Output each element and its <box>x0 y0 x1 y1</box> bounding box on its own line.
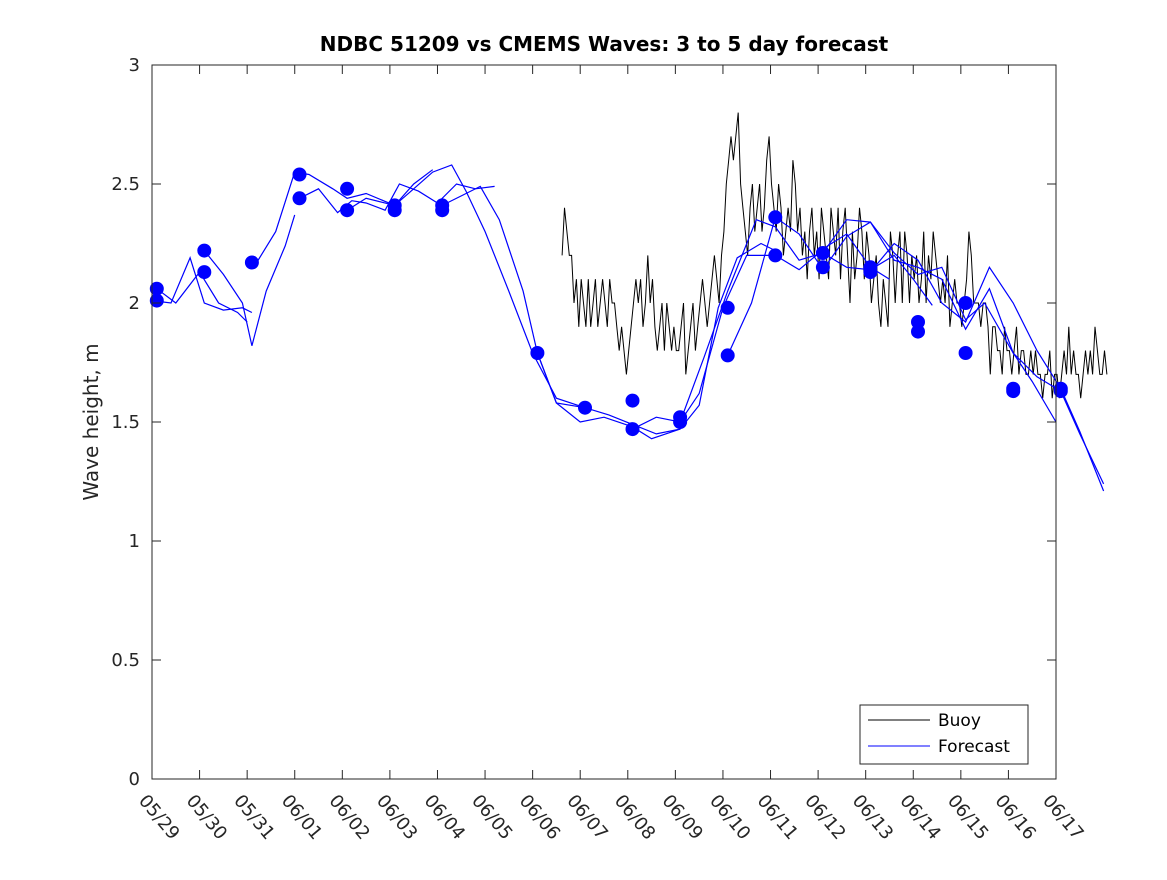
forecast-marker <box>958 346 973 360</box>
y-axis: 0 0.5 1 1.5 2 2.5 3 <box>111 55 1056 790</box>
buoy-layer <box>561 112 1108 399</box>
x-tick-label: 06/12 <box>800 791 849 844</box>
x-tick-label: 06/07 <box>562 791 611 844</box>
forecast-marker <box>673 415 688 429</box>
y-tick-label: 2 <box>129 293 140 314</box>
forecast-marker <box>1053 384 1068 399</box>
forecast-marker <box>625 393 640 408</box>
forecast-line-13 <box>869 242 1105 492</box>
forecast-marker <box>768 210 783 225</box>
legend-box <box>859 704 1029 765</box>
x-tick-label: 06/11 <box>753 791 802 844</box>
x-tick-label: 06/16 <box>991 791 1040 844</box>
forecast-marker <box>530 346 545 360</box>
x-tick-label: 06/15 <box>943 791 992 844</box>
legend: Buoy Forecast <box>859 704 1029 765</box>
forecast-marker <box>197 265 212 280</box>
forecast-marker <box>340 203 355 218</box>
x-tick-label: 06/17 <box>1038 791 1087 844</box>
y-tick-label: 1.5 <box>111 412 140 433</box>
forecast-marker <box>958 296 973 310</box>
forecast-marker <box>625 422 640 437</box>
x-tick-label: 05/30 <box>182 791 231 844</box>
x-tick-label: 06/01 <box>277 791 326 844</box>
x-tick-label: 06/05 <box>467 791 516 844</box>
legend-buoy-label: Buoy <box>938 711 981 731</box>
forecast-line-1 <box>151 256 253 314</box>
y-tick-label: 0.5 <box>111 650 140 671</box>
forecast-marker <box>1006 384 1021 399</box>
forecast-marker <box>911 324 925 339</box>
marker-layer <box>149 167 1068 437</box>
x-tick-label: 06/10 <box>705 791 754 844</box>
forecast-marker <box>815 246 830 260</box>
legend-forecast-label: Forecast <box>938 737 1010 757</box>
x-tick-label: 05/31 <box>229 791 278 844</box>
forecast-marker <box>768 248 783 263</box>
y-tick-label: 3 <box>129 55 140 76</box>
forecast-marker <box>149 281 164 296</box>
x-tick-label: 06/14 <box>895 791 944 844</box>
x-tick-label: 06/03 <box>372 791 421 844</box>
forecast-marker <box>720 348 735 363</box>
forecast-marker <box>435 203 450 218</box>
x-tick-label: 06/08 <box>610 791 659 844</box>
forecast-marker <box>863 265 878 280</box>
forecast-line-5 <box>299 183 495 214</box>
x-tick-label: 06/06 <box>515 791 564 844</box>
forecast-marker <box>387 203 402 218</box>
y-tick-label: 1 <box>129 531 140 552</box>
y-axis-label: Wave height, m <box>79 343 103 500</box>
forecast-line-4 <box>256 169 434 263</box>
forecast-marker <box>197 243 212 258</box>
x-tick-label: 06/09 <box>658 791 707 844</box>
x-tick-label: 06/13 <box>848 791 897 844</box>
chart-title: NDBC 51209 vs CMEMS Waves: 3 to 5 day fo… <box>320 32 889 56</box>
forecast-marker <box>340 181 355 196</box>
x-tick-label: 06/02 <box>324 791 373 844</box>
y-tick-label: 0 <box>129 769 140 790</box>
forecast-line-3 <box>203 214 296 346</box>
forecast-line-2 <box>156 271 248 323</box>
x-tick-label: 05/29 <box>134 791 183 844</box>
plot-area <box>152 65 1056 779</box>
forecast-marker <box>720 300 735 315</box>
forecast-marker <box>815 260 830 275</box>
forecast-line-11 <box>727 216 1057 423</box>
forecast-marker <box>578 400 592 415</box>
forecast-marker <box>292 167 307 182</box>
forecast-marker <box>244 255 259 270</box>
x-tick-label: 06/04 <box>420 791 469 844</box>
y-tick-label: 2.5 <box>111 174 140 195</box>
forecast-marker <box>292 191 307 206</box>
buoy-line <box>561 112 1108 399</box>
